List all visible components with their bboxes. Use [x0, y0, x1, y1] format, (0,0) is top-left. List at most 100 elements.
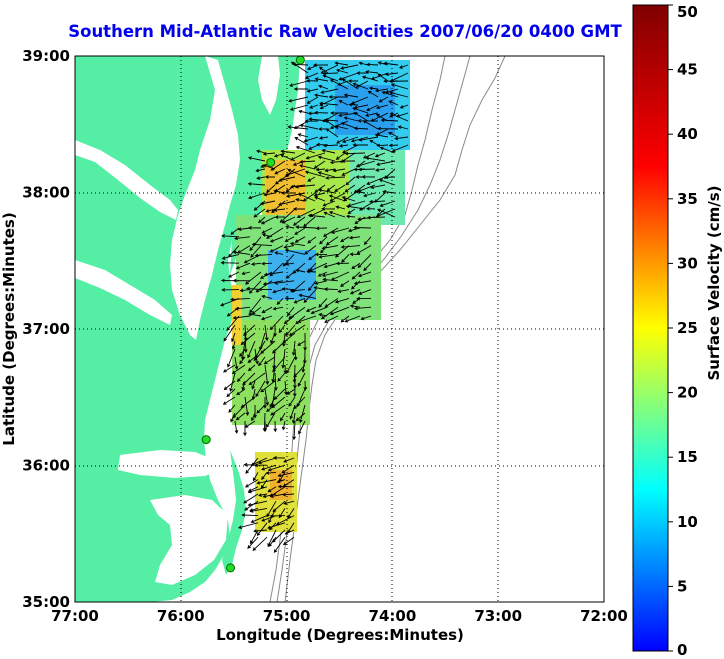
velocity-arrow	[273, 536, 286, 553]
velocity-arrow	[307, 213, 326, 218]
velocity-arrow	[335, 205, 346, 210]
velocity-arrow	[324, 315, 339, 323]
chesapeake-bay	[170, 56, 240, 340]
velocity-arrow	[255, 168, 266, 173]
velocity-arrow	[356, 296, 372, 301]
velocity-arrow	[261, 515, 277, 522]
velocity-arrow	[322, 277, 339, 282]
velocity-arrow	[323, 227, 339, 237]
velocity-arrow	[259, 200, 276, 206]
velocity-arrow	[293, 87, 308, 91]
velocity-arrow	[269, 245, 284, 253]
velocity-arrow	[388, 131, 399, 138]
velocity-region-south-edge	[232, 285, 242, 345]
velocity-arrow	[253, 208, 266, 218]
velocity-arrow	[374, 133, 389, 138]
velocity-arrow	[377, 208, 396, 218]
velocity-arrow	[266, 412, 276, 428]
velocity-arrow	[273, 152, 286, 158]
velocity-arrow	[301, 356, 306, 373]
velocity-arrow	[315, 167, 326, 172]
velocity-arrow	[318, 298, 328, 308]
velocity-arrow	[334, 245, 350, 258]
velocity-arrow	[266, 404, 276, 412]
velocity-arrow	[243, 324, 256, 336]
velocity-arrow	[256, 404, 266, 414]
velocity-arrow	[284, 248, 306, 255]
velocity-arrow	[297, 133, 309, 138]
velocity-arrow	[340, 280, 350, 287]
velocity-arrow	[285, 184, 296, 193]
velocity-arrow	[322, 200, 336, 207]
velocity-arrow	[237, 227, 251, 232]
velocity-arrow	[325, 236, 339, 246]
velocity-arrow	[341, 168, 356, 176]
velocity-arrow	[264, 324, 269, 342]
velocity-arrow	[263, 271, 284, 277]
velocity-arrow	[234, 236, 251, 241]
velocity-arrow	[280, 149, 296, 154]
velocity-arrow	[325, 128, 339, 138]
velocity-arrow	[306, 88, 319, 93]
velocity-arrow	[363, 262, 372, 272]
velocity-arrow	[256, 149, 266, 154]
velocity-arrow	[229, 372, 236, 392]
velocity-arrow	[341, 196, 356, 202]
velocity-arrow	[324, 168, 336, 173]
velocity-arrow	[325, 119, 339, 130]
velocity-arrow	[314, 184, 326, 193]
velocity-arrow	[292, 216, 306, 226]
colorbar-tick-label: 50	[677, 3, 698, 21]
velocity-arrow	[285, 324, 296, 337]
velocity-arrow	[291, 340, 296, 356]
velocity-arrow	[247, 226, 262, 230]
velocity-arrow	[293, 380, 297, 398]
velocity-arrow	[265, 208, 276, 213]
velocity-arrow	[394, 136, 409, 141]
velocity-arrow	[228, 271, 240, 278]
velocity-arrow	[222, 396, 236, 405]
velocity-arrow	[294, 137, 309, 146]
velocity-arrow	[382, 189, 396, 194]
velocity-arrow	[321, 271, 339, 278]
velocity-arrow	[285, 225, 295, 229]
velocity-arrow	[241, 380, 246, 391]
velocity-arrow	[232, 315, 251, 320]
velocity-arrow	[278, 200, 296, 206]
velocity-arrow	[313, 160, 326, 169]
velocity-arrow	[294, 184, 316, 189]
velocity-arrow	[282, 536, 295, 546]
x-tick-label: 74:00	[369, 607, 417, 625]
velocity-arrow	[303, 289, 317, 303]
velocity-arrow	[380, 118, 399, 123]
velocity-arrow	[334, 184, 346, 192]
velocity-arrow	[245, 271, 262, 285]
velocity-arrow	[308, 280, 317, 292]
velocity-arrow	[299, 160, 316, 164]
velocity-arrow	[269, 493, 286, 499]
velocity-arrow	[304, 72, 319, 79]
velocity-arrow	[293, 207, 306, 211]
velocity-arrow	[256, 176, 266, 180]
velocity-arrow	[399, 104, 409, 109]
velocity-arrow	[244, 500, 259, 511]
x-tick-label: 77:00	[51, 607, 99, 625]
velocity-arrow	[289, 288, 306, 293]
velocity-arrow	[336, 68, 349, 74]
velocity-arrow	[351, 280, 361, 290]
velocity-arrow	[232, 250, 251, 255]
velocity-arrow	[281, 216, 296, 224]
velocity-arrow	[351, 262, 361, 270]
y-tick-label: 38:00	[22, 184, 70, 202]
pamlico-sound	[150, 495, 228, 585]
velocity-arrow	[329, 192, 346, 202]
velocity-arrow	[357, 271, 372, 278]
velocity-arrow	[313, 93, 329, 98]
velocity-arrow	[347, 79, 358, 83]
velocity-arrow	[341, 254, 350, 263]
velocity-arrow	[334, 124, 349, 130]
velocity-arrow	[362, 120, 379, 130]
velocity-arrow	[298, 193, 316, 202]
velocity-arrow	[365, 206, 376, 211]
